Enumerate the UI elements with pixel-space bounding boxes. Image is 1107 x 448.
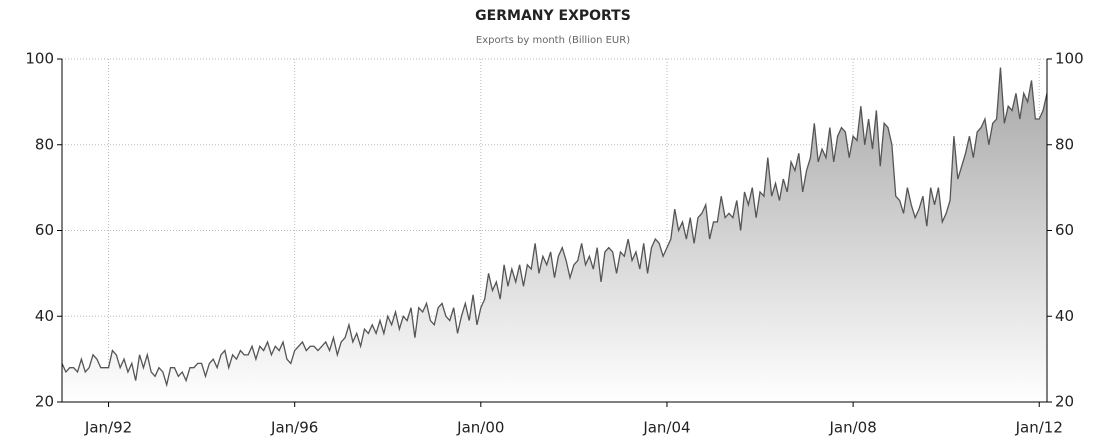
y-tick-label: 60 [35, 221, 54, 239]
y-tick-label: 80 [35, 135, 54, 153]
x-tick-label: Jan/04 [642, 419, 690, 437]
x-tick-label: Jan/92 [84, 419, 132, 437]
area-fill [62, 67, 1047, 402]
x-tick-label: Jan/08 [828, 419, 876, 437]
y-tick-label-right: 40 [1055, 307, 1074, 325]
x-tick-label: Jan/96 [270, 419, 318, 437]
x-tick-label: Jan/12 [1015, 419, 1063, 437]
line [61, 67, 1048, 388]
y-tick-label-right: 60 [1055, 221, 1074, 239]
y-tick-label-right: 20 [1055, 393, 1074, 411]
chart-subtitle: Exports by month (Billion EUR) [476, 35, 630, 46]
y-tick-label: 20 [35, 393, 54, 411]
y-tick-label-right: 100 [1055, 50, 1084, 68]
x-tick-label: Jan/00 [456, 419, 504, 437]
y-tick-label-right: 80 [1055, 135, 1074, 153]
chart-title: GERMANY EXPORTS [475, 8, 631, 24]
y-tick-label: 40 [35, 307, 54, 325]
y-tick-label: 100 [25, 50, 54, 68]
